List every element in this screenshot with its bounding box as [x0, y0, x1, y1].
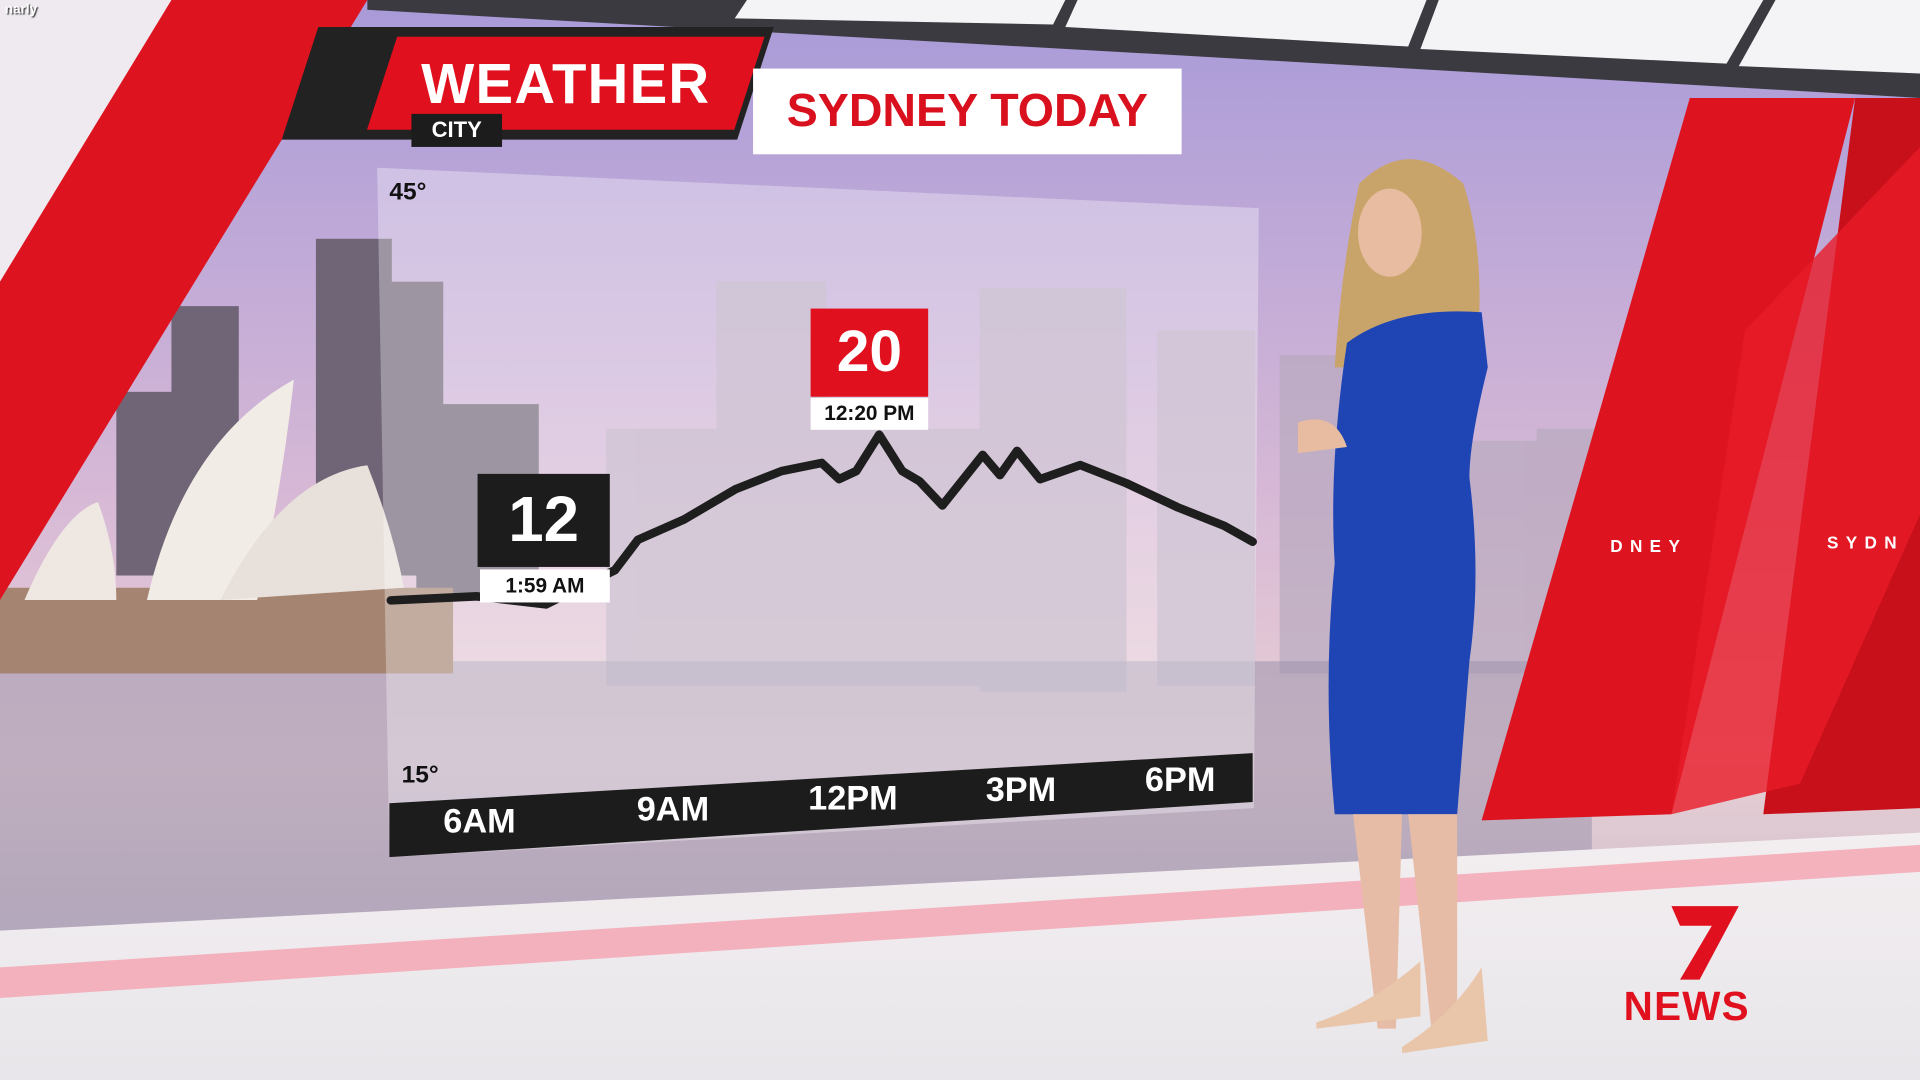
min-temp-time: 1:59 AM — [480, 569, 610, 603]
min-temp-value: 12 — [477, 473, 610, 567]
x-tick-label: 12PM — [808, 778, 898, 817]
seven-logo-icon — [1671, 906, 1739, 980]
left-red-panel — [0, 0, 368, 601]
x-tick-label: 3PM — [985, 770, 1057, 809]
max-temp-time: 12:20 PM — [810, 397, 929, 430]
right-red-panel-highlight — [1671, 146, 1920, 815]
wall-text-left: DNEY — [1610, 536, 1688, 556]
wall-text-right: SYDN — [1826, 532, 1904, 553]
temperature-line — [386, 430, 1257, 609]
page-title: SYDNEY TODAY — [786, 85, 1148, 138]
title-box: SYDNEY TODAY — [753, 68, 1182, 155]
presenter — [1297, 159, 1488, 1054]
x-tick-label: 9AM — [636, 789, 710, 828]
max-temp-value: 20 — [810, 308, 929, 397]
right-red-panel — [1481, 97, 1856, 821]
overlay-tag: narly — [4, 2, 38, 18]
left-city-buildings — [116, 238, 539, 601]
news-logo-text: NEWS — [1623, 983, 1750, 1029]
x-tick-label: 6PM — [1144, 760, 1216, 799]
ceiling-strip — [367, 0, 1920, 98]
opera-house — [0, 379, 454, 674]
x-axis-bar — [389, 753, 1253, 858]
x-tick-label: 6AM — [443, 802, 516, 841]
y-tick-bottom: 15° — [401, 761, 439, 789]
y-tick-top: 45° — [389, 178, 427, 206]
chart-panel — [377, 167, 1259, 858]
city-tag: CITY — [411, 113, 503, 147]
